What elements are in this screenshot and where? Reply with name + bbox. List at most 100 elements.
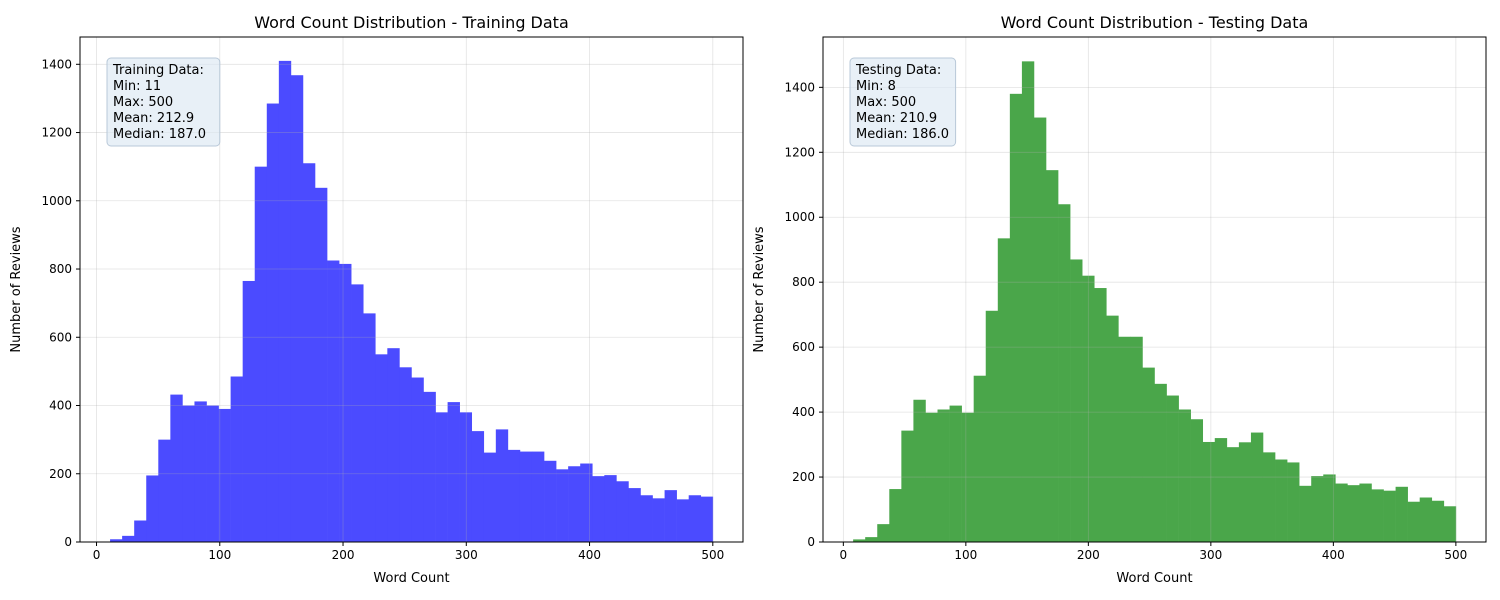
x-tick-label: 100 <box>954 548 977 562</box>
histogram-bar <box>278 60 292 543</box>
histogram-bar <box>676 499 689 542</box>
stats-box-line: Mean: 212.9 <box>113 111 194 126</box>
plot-frame <box>822 36 1487 543</box>
histogram-bar <box>459 412 473 542</box>
histogram-bar <box>1046 170 1059 542</box>
histogram-bar <box>1371 489 1384 542</box>
histogram-bar <box>471 431 485 542</box>
histogram-bar <box>580 463 593 542</box>
histogram-bar <box>556 469 569 542</box>
y-tick-label: 1000 <box>784 210 815 224</box>
histogram-bar <box>1190 419 1204 542</box>
y-tick-label: 600 <box>49 330 72 344</box>
histogram-bars <box>110 60 714 543</box>
stats-box-line: Max: 500 <box>856 95 916 110</box>
stats-box-line: Mean: 210.9 <box>856 111 937 126</box>
histogram-bar <box>242 280 256 542</box>
histogram-bar <box>1202 441 1216 542</box>
histogram-bar <box>853 539 866 542</box>
histogram-bar <box>182 405 195 542</box>
grid-lines <box>823 37 1486 543</box>
y-tick-label: 400 <box>792 405 815 419</box>
histogram-bar <box>913 399 926 542</box>
histogram-bar <box>1443 506 1457 542</box>
x-tick-label: 400 <box>1322 548 1345 562</box>
x-axis: 0 100 200 300 400 500 <box>93 542 724 562</box>
y-tick-label: 1200 <box>41 126 72 140</box>
x-tick-label: 200 <box>332 548 355 562</box>
histogram-bar <box>1299 485 1312 542</box>
histogram-bar <box>302 163 316 542</box>
histogram-bar <box>218 408 231 542</box>
y-tick-label: 800 <box>792 275 815 289</box>
x-tick-label: 300 <box>455 548 478 562</box>
histogram-bar <box>122 535 135 542</box>
histogram-bar <box>1130 336 1143 542</box>
histogram-bar <box>134 520 147 542</box>
histogram-bar <box>1419 497 1433 542</box>
y-tick-label: 200 <box>792 470 815 484</box>
histogram-bar <box>1118 336 1131 542</box>
x-tick-label: 400 <box>578 548 601 562</box>
stats-box-line: Min: 11 <box>113 79 161 94</box>
histogram-bar <box>865 537 878 542</box>
histogram-bar <box>1021 61 1035 543</box>
histogram-bar <box>1335 483 1348 542</box>
stats-box-title: Testing Data: <box>855 63 941 78</box>
plot-frame <box>79 36 744 543</box>
histogram-bar <box>387 348 400 542</box>
y-tick-label: 0 <box>64 535 72 549</box>
histogram-bar <box>531 451 545 542</box>
histogram-bar <box>230 376 243 542</box>
y-axis: 0 200 400 600 800 1000 1200 1400 <box>41 57 80 549</box>
chart-title: Word Count Distribution - Testing Data <box>1001 13 1309 32</box>
histogram-bar <box>1214 438 1228 542</box>
stats-box-line: Median: 186.0 <box>856 127 949 142</box>
histogram-bar <box>1226 447 1240 542</box>
x-tick-label: 0 <box>93 548 101 562</box>
histogram-bar <box>604 475 617 542</box>
histogram-bar <box>1275 459 1288 542</box>
histogram-bar <box>194 401 207 542</box>
x-tick-label: 0 <box>840 548 848 562</box>
y-tick-label: 400 <box>49 399 72 413</box>
x-tick-label: 300 <box>1199 548 1222 562</box>
y-axis-label: Number of Reviews <box>752 226 767 352</box>
histogram-bar <box>1395 486 1408 542</box>
histogram-bar <box>375 354 388 542</box>
y-axis-label: Number of Reviews <box>9 226 24 352</box>
x-axis-label: Word Count <box>373 571 449 586</box>
y-tick-label: 600 <box>792 340 815 354</box>
histogram-bar <box>507 449 521 542</box>
histogram-bar <box>877 524 890 542</box>
chart-panel-1: 0 100 200 300 400 500 0 200 400 600 800 1000 1200 140… <box>9 13 744 586</box>
histogram-bar <box>266 103 280 542</box>
y-tick-label: 200 <box>49 467 72 481</box>
histogram-bar <box>1166 395 1179 542</box>
histogram-bar <box>1082 275 1095 542</box>
histogram-bar <box>568 466 581 542</box>
histogram-bar <box>254 166 268 542</box>
histogram-bar <box>399 367 412 542</box>
y-tick-label: 0 <box>807 535 815 549</box>
histogram-bar <box>973 375 987 542</box>
histogram-bar <box>483 452 497 542</box>
histogram-bar <box>351 284 364 542</box>
histogram-bar <box>700 496 714 542</box>
histogram-bar <box>170 394 183 542</box>
histogram-bar <box>1250 432 1264 542</box>
histogram-bar <box>411 377 424 542</box>
histogram-bar <box>1142 367 1155 542</box>
stats-box-background <box>106 57 221 147</box>
histogram-bar <box>447 402 460 542</box>
histogram-bar <box>110 539 123 542</box>
histogram-bar <box>628 488 641 542</box>
y-tick-label: 1400 <box>41 57 72 71</box>
histogram-bar <box>1106 315 1119 542</box>
histogram-bar <box>1359 483 1372 542</box>
histogram-bar <box>1070 259 1083 542</box>
histogram-bar <box>949 405 962 542</box>
histogram-bar <box>363 313 376 542</box>
histogram-bar <box>961 412 974 542</box>
histogram-bars <box>853 61 1457 543</box>
